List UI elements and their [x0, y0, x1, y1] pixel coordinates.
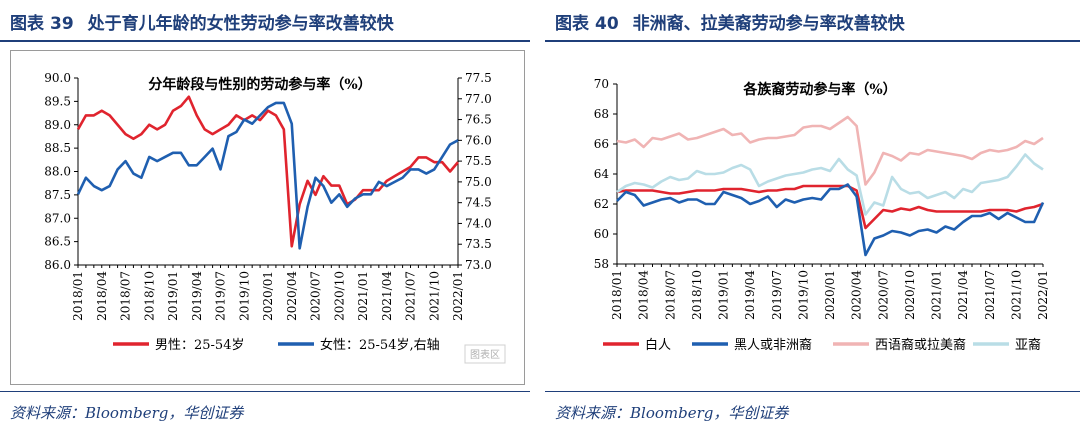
x-tick-label: 2020/01 — [261, 271, 275, 321]
x-tick-label: 2019/01 — [166, 271, 180, 321]
x-tick-label: 2019/01 — [717, 270, 731, 320]
source-note: 资料来源：Bloomberg，华创证券 — [10, 404, 244, 422]
chart-area-left: 分年龄段与性别的劳动参与率（%） 86.0 86.5 87.0 87.5 88.0 88.5… — [10, 50, 525, 385]
legend-label: 西语裔或拉美裔 — [875, 337, 966, 353]
x-tick-label: 2020/10 — [332, 271, 346, 321]
header-divider — [545, 40, 1080, 42]
y-tick-label-left: 87.0 — [44, 211, 71, 225]
y-tick-label-left: 86.5 — [44, 235, 71, 249]
x-tick-label: 2018/07 — [119, 271, 133, 321]
y-tick-label-left: 86.0 — [44, 258, 71, 272]
x-tick-label: 2020/07 — [309, 271, 323, 321]
x-tick-label: 2021/10 — [427, 271, 441, 321]
y-tick-label-right: 76.0 — [465, 133, 492, 147]
x-tick-label: 2018/07 — [663, 270, 677, 320]
y-tick-label: 70 — [594, 77, 609, 91]
x-tick-label: 2020/10 — [903, 270, 917, 320]
figure-label: 图表 — [555, 14, 589, 34]
source-divider — [545, 391, 1080, 392]
y-tick-label-right: 74.5 — [465, 196, 492, 210]
x-tick-label: 2019/10 — [796, 270, 810, 320]
series-line-2 — [616, 115, 1044, 186]
x-tick-label: 2021/07 — [983, 270, 997, 320]
figure-title-text: 处于育儿年龄的女性劳动参与率改善较快 — [87, 14, 394, 34]
x-tick-label: 2018/10 — [142, 271, 156, 321]
x-tick-label: 2019/07 — [214, 271, 228, 321]
series-line-3 — [616, 153, 1044, 216]
x-tick-label: 2020/01 — [823, 270, 837, 320]
chart-area-right: 各族裔劳动参与率（%） 58 60 62 64 66 68 70 2018/01 2018/04 2… — [555, 50, 1070, 385]
figure-title: 图表 40 非洲裔、拉美裔劳动参与率改善较快 — [555, 9, 905, 34]
y-tick-label-left: 90.0 — [44, 71, 71, 85]
figure-label: 图表 — [10, 14, 44, 34]
x-tick-label: 2018/01 — [71, 271, 85, 321]
legend-label: 亚裔 — [1015, 337, 1041, 353]
figure-panel-40: 图表 40 非洲裔、拉美裔劳动参与率改善较快 各族裔劳动参与率（%） 58 60 62 64… — [545, 0, 1080, 432]
series-line-right — [76, 101, 459, 250]
figure-title: 图表 39 处于育儿年龄的女性劳动参与率改善较快 — [10, 9, 394, 34]
x-tick-label: 2021/01 — [356, 271, 370, 321]
figure-header: 图表 39 处于育儿年龄的女性劳动参与率改善较快 — [0, 0, 530, 44]
legend-label: 男性：25-54岁 — [155, 338, 244, 353]
x-tick-label: 2021/10 — [1009, 270, 1023, 320]
y-tick-label: 66 — [594, 137, 609, 151]
figure-number: 39 — [50, 14, 74, 34]
x-tick-label: 2019/04 — [743, 270, 757, 320]
x-tick-label: 2019/07 — [770, 270, 784, 320]
x-tick-label: 2020/04 — [285, 271, 299, 321]
y-tick-label: 58 — [594, 257, 609, 271]
x-tick-label: 2018/04 — [95, 271, 109, 321]
legend-label: 女性：25-54岁,右轴 — [320, 337, 440, 353]
series-line-left — [76, 95, 459, 248]
y-tick-label-left: 88.5 — [44, 141, 71, 155]
source-note: 资料来源：Bloomberg，华创证券 — [555, 404, 789, 422]
x-tick-label: 2018/01 — [610, 270, 624, 320]
x-tick-label: 2021/04 — [956, 270, 970, 320]
gender-participation-chart: 分年龄段与性别的劳动参与率（%） 86.0 86.5 87.0 87.5 88.0 88.5… — [10, 50, 525, 385]
x-tick-label: 2018/10 — [690, 270, 704, 320]
chart-title: 分年龄段与性别的劳动参与率（%） — [148, 76, 371, 93]
y-tick-label-right: 73.5 — [465, 237, 492, 251]
y-tick-label-left: 89.5 — [44, 94, 71, 108]
watermark-box — [464, 344, 506, 364]
figure-header: 图表 40 非洲裔、拉美裔劳动参与率改善较快 — [545, 0, 1080, 44]
y-tick-label: 62 — [594, 197, 609, 211]
y-tick-label-left: 87.5 — [44, 188, 71, 202]
x-tick-label: 2021/07 — [404, 271, 418, 321]
series-line-1 — [616, 183, 1045, 257]
series-line-0 — [616, 184, 1044, 230]
y-tick-label-right: 74.0 — [465, 216, 492, 230]
y-tick-label: 64 — [594, 167, 610, 181]
y-tick-label-right: 77.0 — [465, 92, 492, 106]
legend-label: 白人 — [645, 337, 671, 353]
y-tick-label-right: 75.5 — [465, 154, 492, 168]
y-tick-label-right: 77.5 — [465, 71, 492, 85]
y-tick-label-right: 75.0 — [465, 175, 492, 189]
x-tick-label: 2020/07 — [876, 270, 890, 320]
watermark-text: 图表区 — [470, 348, 500, 361]
chart-frame — [10, 50, 525, 385]
header-divider — [0, 40, 530, 42]
x-tick-label: 2019/04 — [190, 271, 204, 321]
ethnicity-participation-chart: 各族裔劳动参与率（%） 58 60 62 64 66 68 70 2018/01 2018/04 2… — [594, 77, 1050, 353]
x-tick-label: 2021/01 — [930, 270, 944, 320]
x-tick-label: 2022/01 — [1036, 270, 1050, 320]
source-divider — [0, 391, 530, 392]
x-tick-label: 2018/04 — [637, 270, 651, 320]
figure-title-text: 非洲裔、拉美裔劳动参与率改善较快 — [632, 14, 905, 34]
x-tick-label: 2020/04 — [850, 270, 864, 320]
x-tick-label: 2022/01 — [451, 271, 465, 321]
legend-label: 黑人或非洲裔 — [734, 337, 812, 353]
y-tick-label: 60 — [594, 227, 609, 241]
x-tick-label: 2021/04 — [380, 271, 394, 321]
x-tick-label: 2019/10 — [237, 271, 251, 321]
y-tick-label-right: 73.0 — [465, 258, 492, 272]
y-tick-label-left: 88.0 — [44, 165, 71, 179]
figure-number: 40 — [595, 14, 619, 34]
y-tick-label-left: 89.0 — [44, 118, 71, 132]
y-tick-label: 68 — [594, 107, 609, 121]
y-tick-label-right: 76.5 — [465, 113, 492, 127]
figure-panel-39: 图表 39 处于育儿年龄的女性劳动参与率改善较快 分年龄段与性别的劳动参与率（%） 8… — [0, 0, 530, 432]
chart-title: 各族裔劳动参与率（%） — [742, 81, 896, 98]
